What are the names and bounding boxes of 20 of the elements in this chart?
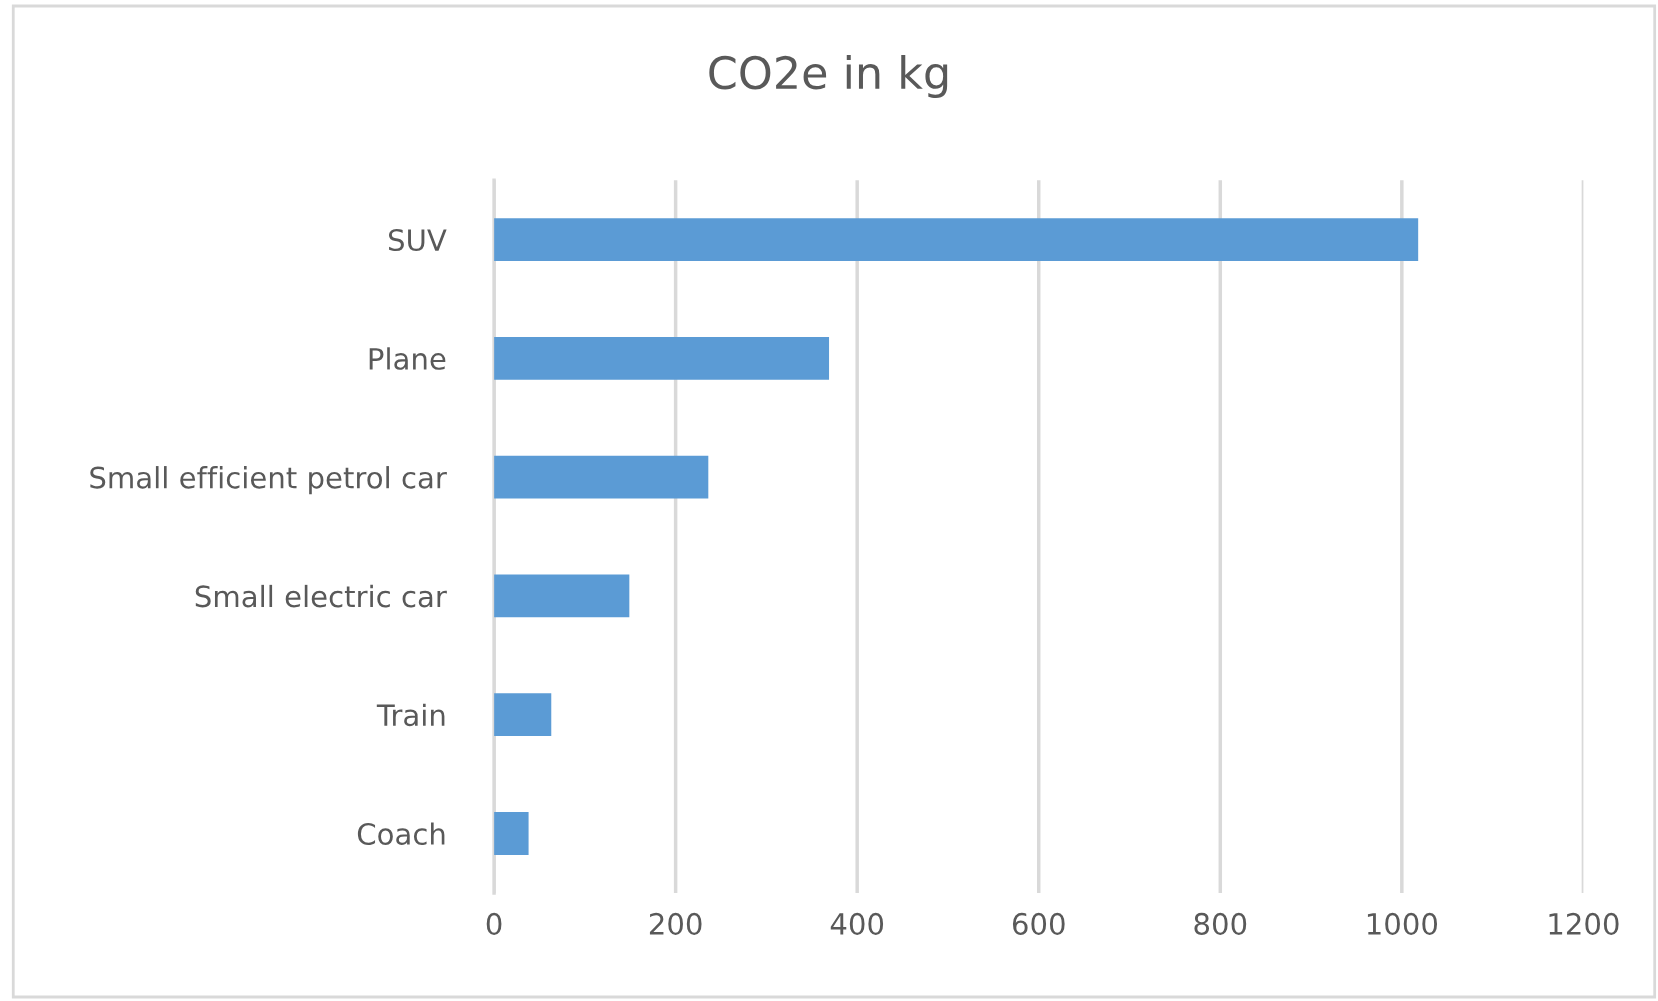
x-tick-label: 600 <box>1012 912 1065 935</box>
y-tick-label: SUV <box>388 229 447 252</box>
bar <box>494 693 552 737</box>
bar <box>494 336 830 380</box>
y-tick-label: Coach <box>357 822 445 845</box>
bar <box>494 218 1419 261</box>
x-tick-label: 1200 <box>1549 912 1619 935</box>
x-tick-label: 0 <box>486 912 502 935</box>
y-tick-label: Plane <box>369 347 446 370</box>
y-tick-label: Small electric car <box>195 584 447 608</box>
chart-title: CO2e in kg <box>709 55 948 99</box>
x-tick-label: 1000 <box>1367 912 1438 935</box>
y-tick-label: Train <box>376 703 445 727</box>
x-tick-label: 200 <box>649 912 702 935</box>
bar <box>494 455 709 499</box>
y-tick-label: Small efficient petrol car <box>90 466 447 495</box>
bar <box>494 574 630 618</box>
bar <box>494 812 529 855</box>
x-tick-label: 400 <box>830 912 884 935</box>
x-tick-label: 800 <box>1194 912 1247 935</box>
